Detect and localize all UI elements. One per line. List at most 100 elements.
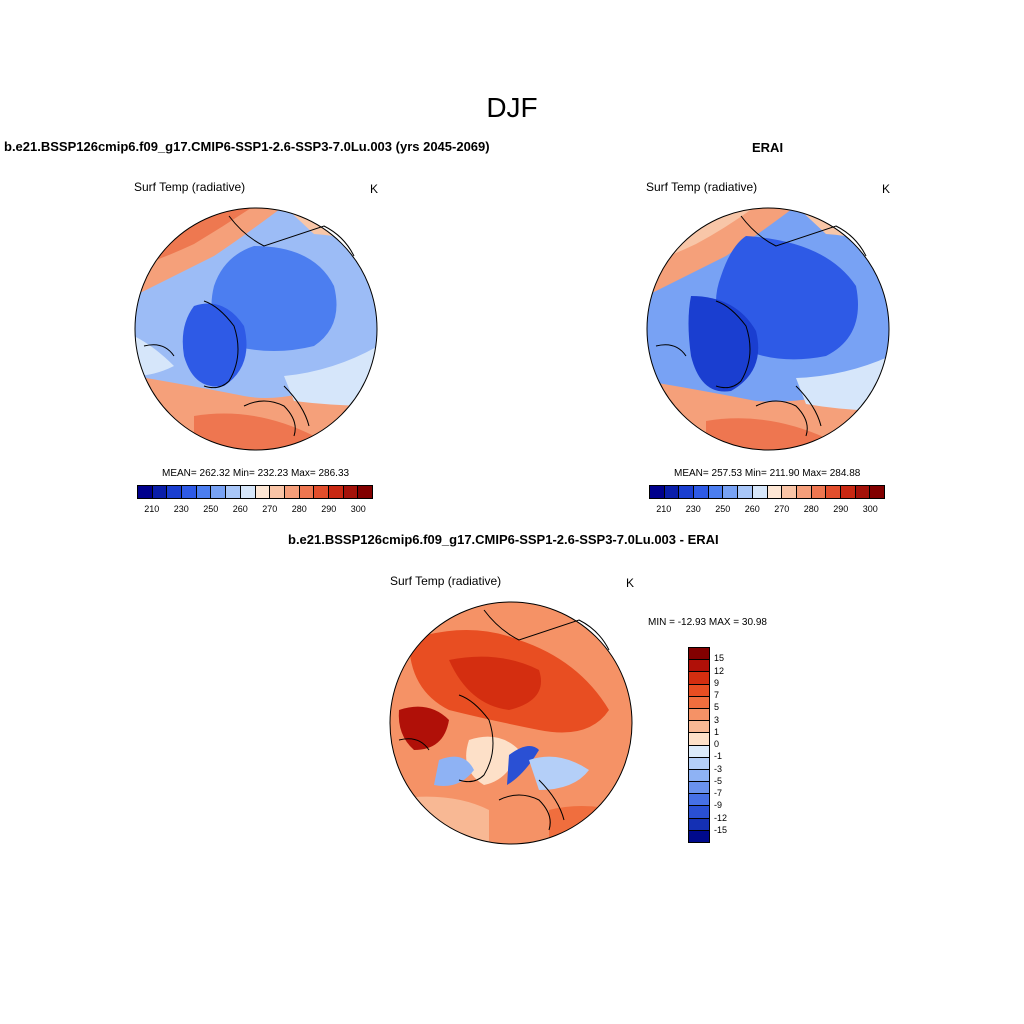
colorbar-swatch bbox=[689, 757, 709, 770]
colorbar-tick-label: 270 bbox=[774, 504, 790, 514]
colorbar-swatch bbox=[255, 486, 271, 498]
panel-3-title: b.e21.BSSP126cmip6.f09_g17.CMIP6-SSP1-2.… bbox=[288, 532, 719, 547]
colorbar-swatch bbox=[689, 769, 709, 783]
colorbar-tick-label: 280 bbox=[291, 504, 307, 514]
colorbar-tick-label: 230 bbox=[685, 504, 701, 514]
panel-1-polar-map bbox=[134, 207, 378, 451]
colorbar-swatch bbox=[826, 486, 841, 498]
colorbar-swatch bbox=[738, 486, 753, 498]
colorbar-swatch bbox=[270, 486, 285, 498]
colorbar-tick-label: 5 bbox=[714, 702, 720, 713]
colorbar-swatch bbox=[226, 486, 241, 498]
colorbar-swatch bbox=[708, 486, 724, 498]
panel-2-units-label: K bbox=[882, 182, 891, 196]
panel-1-stats: MEAN= 262.32 Min= 232.23 Max= 286.33 bbox=[162, 468, 350, 479]
colorbar-swatch bbox=[328, 486, 344, 498]
panel-3-variable-label: Surf Temp (radiative) bbox=[390, 574, 502, 588]
colorbar-tick-label: -15 bbox=[714, 824, 728, 835]
colorbar-swatch bbox=[689, 721, 709, 734]
panel-2-polar-map bbox=[646, 207, 890, 451]
colorbar-tick-label: 12 bbox=[714, 665, 725, 676]
colorbar-swatch bbox=[689, 733, 709, 746]
colorbar-swatch bbox=[689, 708, 709, 722]
colorbar-swatch bbox=[689, 684, 709, 697]
panel-3-polar-map bbox=[389, 601, 633, 845]
colorbar-swatch bbox=[314, 486, 329, 498]
colorbar-tick-label: 7 bbox=[714, 690, 720, 700]
panel-3-min-max: MIN = -12.93 MAX = 30.98 bbox=[648, 617, 767, 628]
colorbar-tick-label: 290 bbox=[321, 504, 337, 514]
colorbar-swatch bbox=[211, 486, 227, 498]
colorbar-tick-label: 230 bbox=[173, 504, 189, 514]
colorbar-swatch bbox=[723, 486, 739, 498]
colorbar-swatch bbox=[138, 486, 153, 498]
colorbar-swatch bbox=[152, 486, 168, 498]
colorbar-swatch bbox=[664, 486, 680, 498]
colorbar-tick-label: 280 bbox=[803, 504, 819, 514]
colorbar-swatch bbox=[650, 486, 665, 498]
colorbar-tick-label: 9 bbox=[714, 677, 720, 688]
colorbar-swatch bbox=[689, 648, 709, 661]
colorbar-tick-label: 0 bbox=[714, 739, 720, 749]
colorbar-tick-label: 290 bbox=[833, 504, 849, 514]
panel-3-units-label: K bbox=[626, 576, 635, 590]
colorbar-swatch bbox=[840, 486, 856, 498]
colorbar-tick-label: -9 bbox=[714, 800, 723, 811]
panel-1-units-label: K bbox=[370, 182, 379, 196]
colorbar-swatch bbox=[343, 486, 359, 498]
colorbar-swatch bbox=[689, 794, 709, 807]
colorbar-tick-label: 250 bbox=[715, 504, 731, 514]
colorbar-swatch bbox=[182, 486, 197, 498]
colorbar-tick-label: -1 bbox=[714, 751, 723, 762]
panel-1-variable-label: Surf Temp (radiative) bbox=[134, 180, 246, 194]
colorbar-swatch bbox=[782, 486, 797, 498]
colorbar-swatch bbox=[689, 745, 709, 758]
colorbar-swatch bbox=[358, 486, 372, 498]
colorbar-tick-label: 270 bbox=[262, 504, 278, 514]
panel-2-colorbar bbox=[649, 485, 885, 499]
colorbar-swatch bbox=[299, 486, 315, 498]
colorbar-swatch bbox=[694, 486, 709, 498]
colorbar-tick-label: 260 bbox=[232, 504, 248, 514]
panel-2-stats: MEAN= 257.53 Min= 211.90 Max= 284.88 bbox=[674, 468, 861, 479]
colorbar-tick-label: 3 bbox=[714, 714, 720, 725]
panel-2-variable-label: Surf Temp (radiative) bbox=[646, 180, 758, 194]
colorbar-swatch bbox=[679, 486, 695, 498]
colorbar-swatch bbox=[689, 806, 709, 819]
panel-3-colorbar-ticks: 15 12 9 7 5 3 1 0 -1 -3 -5 -7 -9 -12 -15 bbox=[714, 647, 754, 843]
panel-2-title: ERAI bbox=[752, 140, 784, 155]
colorbar-tick-label: 1 bbox=[714, 726, 720, 737]
colorbar-swatch bbox=[689, 660, 709, 673]
colorbar-swatch bbox=[870, 486, 884, 498]
colorbar-swatch bbox=[689, 818, 709, 831]
colorbar-tick-label: 210 bbox=[144, 504, 160, 514]
colorbar-swatch bbox=[284, 486, 300, 498]
colorbar-tick-label: 300 bbox=[862, 504, 878, 514]
colorbar-swatch bbox=[811, 486, 827, 498]
colorbar-tick-label: -3 bbox=[714, 763, 723, 774]
colorbar-tick-label: -7 bbox=[714, 788, 723, 798]
colorbar-swatch bbox=[240, 486, 256, 498]
panel-1-colorbar-ticks: 210 230 250 260 270 280 290 300 bbox=[137, 504, 373, 516]
colorbar-swatch bbox=[689, 830, 709, 842]
panel-3-colorbar bbox=[688, 647, 710, 843]
colorbar-swatch bbox=[689, 696, 709, 709]
figure-title: DJF bbox=[486, 92, 538, 123]
colorbar-tick-label: -5 bbox=[714, 775, 723, 786]
colorbar-swatch bbox=[855, 486, 871, 498]
colorbar-swatch bbox=[167, 486, 183, 498]
colorbar-swatch bbox=[196, 486, 212, 498]
colorbar-swatch bbox=[689, 782, 709, 795]
colorbar-swatch bbox=[796, 486, 812, 498]
colorbar-tick-label: 300 bbox=[350, 504, 366, 514]
colorbar-tick-label: 250 bbox=[203, 504, 219, 514]
colorbar-swatch bbox=[689, 672, 709, 685]
colorbar-tick-label: 15 bbox=[714, 653, 725, 664]
colorbar-swatch bbox=[752, 486, 768, 498]
colorbar-swatch bbox=[767, 486, 783, 498]
panel-1-title: b.e21.BSSP126cmip6.f09_g17.CMIP6-SSP1-2.… bbox=[4, 139, 490, 154]
panel-1-colorbar bbox=[137, 485, 373, 499]
panel-2-colorbar-ticks: 210 230 250 260 270 280 290 300 bbox=[649, 504, 885, 516]
colorbar-tick-label: -12 bbox=[714, 812, 728, 823]
colorbar-tick-label: 210 bbox=[656, 504, 672, 514]
